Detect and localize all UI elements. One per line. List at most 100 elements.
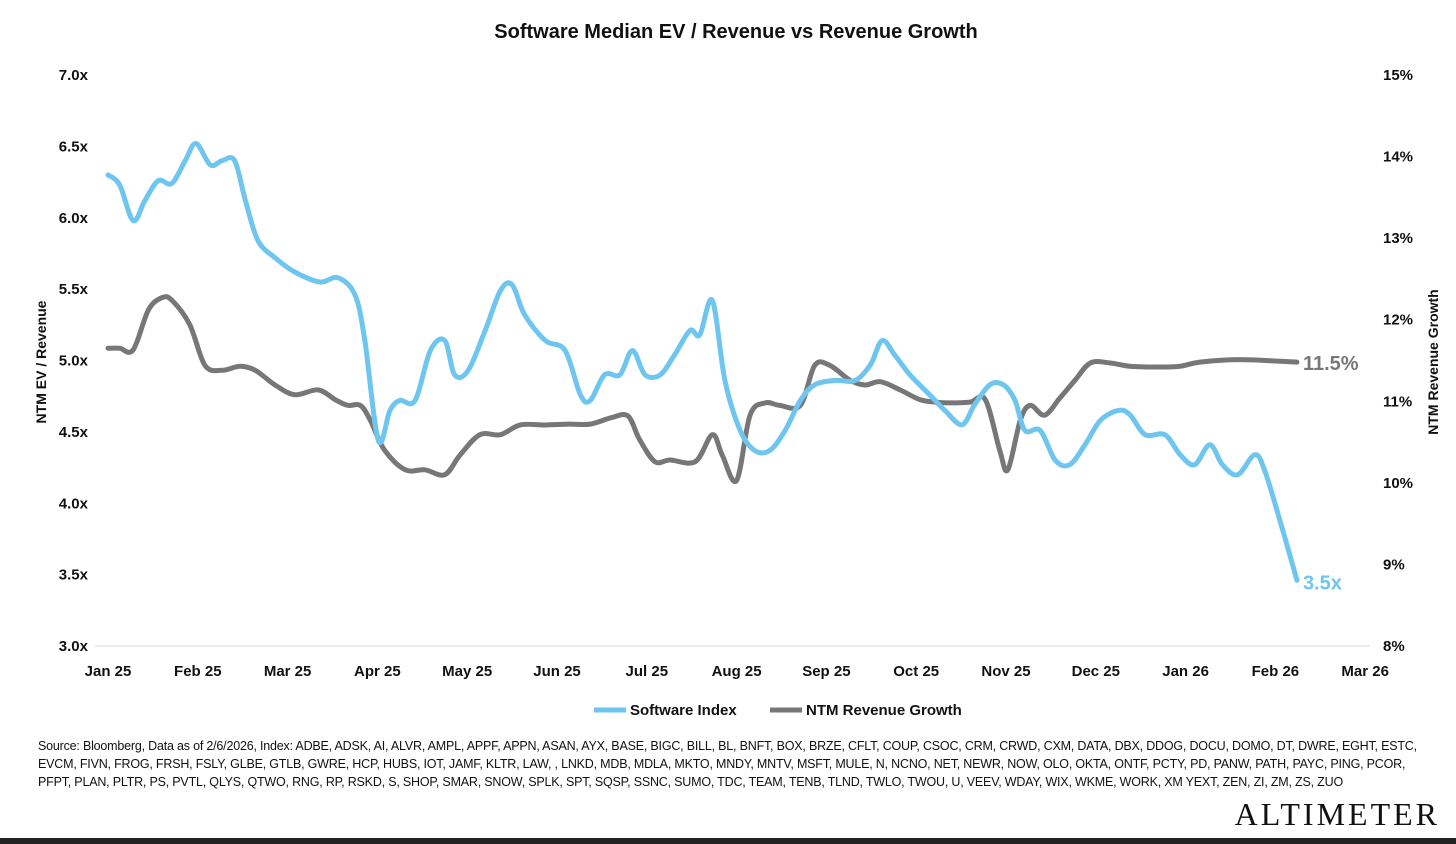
data-point-software-index xyxy=(1039,429,1041,431)
y-tick-label: 5.5x xyxy=(59,281,89,298)
data-point-ntm-revenue-growth xyxy=(221,369,223,371)
y-axis-label: NTM EV / Revenue xyxy=(33,300,49,423)
data-point-ntm-revenue-growth xyxy=(627,415,629,417)
data-point-ntm-revenue-growth xyxy=(864,384,866,386)
y2-tick-label: 12% xyxy=(1383,312,1413,329)
data-point-software-index xyxy=(319,281,321,283)
data-point-software-index xyxy=(429,350,431,352)
data-point-ntm-revenue-growth xyxy=(444,474,446,476)
data-point-ntm-revenue-growth xyxy=(254,369,256,371)
data-point-software-index xyxy=(604,374,606,376)
data-point-software-index xyxy=(974,404,976,406)
data-point-software-index xyxy=(989,384,991,386)
data-point-software-index xyxy=(1084,444,1086,446)
x-tick-label: Jun 25 xyxy=(533,663,581,680)
altimeter-logo: ALTIMETER xyxy=(1234,796,1440,832)
data-point-ntm-revenue-growth xyxy=(1044,414,1046,416)
data-point-ntm-revenue-growth xyxy=(107,347,109,349)
data-point-software-index xyxy=(739,429,741,431)
data-point-software-index xyxy=(171,182,173,184)
y-tick-label: 6.5x xyxy=(59,138,89,155)
data-point-ntm-revenue-growth xyxy=(317,389,319,391)
y-tick-label: 4.0x xyxy=(59,495,89,512)
data-point-ntm-revenue-growth xyxy=(1179,365,1181,367)
data-point-software-index xyxy=(1129,414,1131,416)
data-point-ntm-revenue-growth xyxy=(1059,397,1061,399)
data-point-ntm-revenue-growth xyxy=(1074,379,1076,381)
data-point-software-index xyxy=(1069,464,1071,466)
x-tick-label: Apr 25 xyxy=(354,663,401,680)
data-point-software-index xyxy=(1099,419,1101,421)
data-point-software-index xyxy=(157,180,159,182)
data-point-software-index xyxy=(659,374,661,376)
data-point-software-index xyxy=(257,240,259,242)
x-tick-label: Jan 25 xyxy=(85,663,132,680)
data-point-software-index xyxy=(619,374,621,376)
data-point-ntm-revenue-growth xyxy=(611,417,613,419)
data-point-ntm-revenue-growth xyxy=(879,381,881,383)
data-point-software-index xyxy=(234,160,236,162)
y2-axis-label: NTM Revenue Growth xyxy=(1425,289,1441,434)
data-point-software-index xyxy=(1296,579,1298,581)
data-point-software-index xyxy=(454,374,456,376)
data-point-ntm-revenue-growth xyxy=(984,399,986,401)
series-line-ntm-revenue-growth xyxy=(105,294,1300,485)
data-point-software-index xyxy=(1054,459,1056,461)
data-point-software-index xyxy=(711,300,713,302)
data-point-software-index xyxy=(1144,434,1146,436)
data-point-ntm-revenue-growth xyxy=(171,299,173,301)
data-point-ntm-revenue-growth xyxy=(544,424,546,426)
data-point-software-index xyxy=(909,374,911,376)
end-label-ntm-revenue-growth: 11.5% xyxy=(1303,353,1359,375)
data-point-software-index xyxy=(337,277,339,279)
data-point-software-index xyxy=(769,449,771,451)
data-point-software-index xyxy=(754,449,756,451)
data-point-software-index xyxy=(524,314,526,316)
data-point-software-index xyxy=(579,394,581,396)
data-point-ntm-revenue-growth xyxy=(1199,361,1201,363)
y2-tick-label: 15% xyxy=(1383,67,1413,84)
data-point-software-index xyxy=(1279,519,1281,521)
data-point-software-index xyxy=(1254,454,1256,456)
data-point-software-index xyxy=(1164,434,1166,436)
data-point-ntm-revenue-growth xyxy=(479,434,481,436)
source-note: Source: Bloomberg, Data as of 2/6/2026, … xyxy=(38,739,1417,789)
x-tick-label: Jul 25 xyxy=(626,663,669,680)
data-point-software-index xyxy=(1237,474,1239,476)
y2-tick-label: 13% xyxy=(1383,230,1413,247)
data-point-ntm-revenue-growth xyxy=(829,364,831,366)
data-point-software-index xyxy=(484,330,486,332)
data-point-software-index xyxy=(354,294,356,296)
y-tick-label: 4.5x xyxy=(59,424,89,441)
y-tick-label: 3.5x xyxy=(59,567,89,584)
data-point-ntm-revenue-growth xyxy=(749,414,751,416)
data-point-software-index xyxy=(511,284,513,286)
data-point-software-index xyxy=(144,200,146,202)
data-point-ntm-revenue-growth xyxy=(404,469,406,471)
data-point-ntm-revenue-growth xyxy=(294,394,296,396)
data-point-software-index xyxy=(944,409,946,411)
data-point-software-index xyxy=(724,379,726,381)
data-point-ntm-revenue-growth xyxy=(1129,365,1131,367)
data-point-software-index xyxy=(1264,469,1266,471)
data-point-software-index xyxy=(107,174,109,176)
data-point-software-index xyxy=(784,429,786,431)
data-point-software-index xyxy=(854,379,856,381)
data-point-software-index xyxy=(1014,399,1016,401)
y-tick-label: 3.0x xyxy=(59,638,89,655)
data-point-software-index xyxy=(399,399,401,401)
data-point-software-index xyxy=(274,257,276,259)
data-point-ntm-revenue-growth xyxy=(779,404,781,406)
data-point-ntm-revenue-growth xyxy=(424,469,426,471)
x-tick-label: Feb 26 xyxy=(1252,663,1300,680)
data-point-software-index xyxy=(1024,429,1026,431)
y2-tick-label: 8% xyxy=(1383,638,1405,655)
data-point-software-index xyxy=(699,334,701,336)
data-point-ntm-revenue-growth xyxy=(347,404,349,406)
data-point-ntm-revenue-growth xyxy=(119,347,121,349)
data-point-software-index xyxy=(799,399,801,401)
data-point-ntm-revenue-growth xyxy=(132,349,134,351)
data-point-ntm-revenue-growth xyxy=(814,364,816,366)
